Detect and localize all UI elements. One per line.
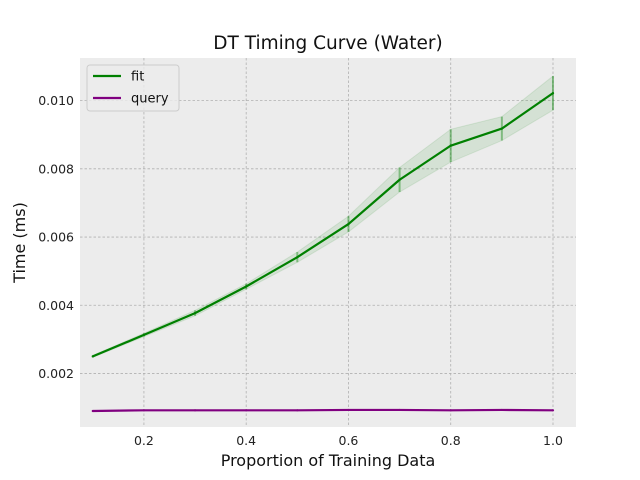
x-tick-label: 0.2: [134, 433, 154, 448]
fit-line: [92, 92, 554, 358]
chart-title: DT Timing Curve (Water): [213, 33, 442, 54]
x-tick-label: 0.4: [236, 433, 256, 448]
legend: fit query: [86, 64, 180, 112]
query-point: [449, 409, 452, 412]
y-tick-label: 0.002: [38, 366, 74, 381]
y-tick-label: 0.004: [38, 298, 74, 313]
query-point: [296, 409, 299, 412]
x-tick-label: 0.6: [339, 433, 359, 448]
query-point: [142, 409, 146, 412]
y-axis-label: Time (ms): [10, 202, 29, 284]
y-tick-label: 0.008: [38, 161, 74, 176]
y-tick-label: 0.010: [38, 93, 74, 108]
fit-point: [296, 256, 299, 259]
y-axis-ticks: 0.002 0.004 0.006 0.008 0.010: [38, 93, 74, 381]
fit-point: [449, 144, 452, 147]
legend-label-fit: fit: [131, 70, 144, 85]
fit-point: [193, 311, 197, 315]
query-point: [500, 408, 503, 412]
x-tick-label: 0.8: [441, 433, 461, 448]
query-point: [347, 408, 350, 412]
query-point: [91, 409, 94, 413]
y-tick-label: 0.006: [38, 230, 74, 245]
legend-label-query: query: [131, 92, 169, 107]
fit-point: [551, 92, 555, 95]
x-tick-label: 1.0: [543, 433, 563, 448]
fit-point: [245, 285, 248, 288]
fit-std-band: [92, 75, 554, 359]
query-point: [245, 409, 248, 412]
x-axis-ticks: 0.2 0.4 0.6 0.8 1.0: [134, 433, 563, 448]
query-point: [551, 409, 555, 412]
fit-point: [398, 178, 401, 181]
query-point: [193, 409, 197, 412]
plot-area: [80, 58, 576, 427]
fit-point: [347, 222, 350, 226]
fit-point: [500, 127, 503, 130]
fit-point: [91, 355, 94, 358]
query-line: [92, 408, 553, 413]
x-axis-label: Proportion of Training Data: [221, 451, 436, 470]
fit-point: [142, 333, 146, 337]
series-lines: [91, 92, 555, 413]
query-point: [398, 408, 401, 412]
